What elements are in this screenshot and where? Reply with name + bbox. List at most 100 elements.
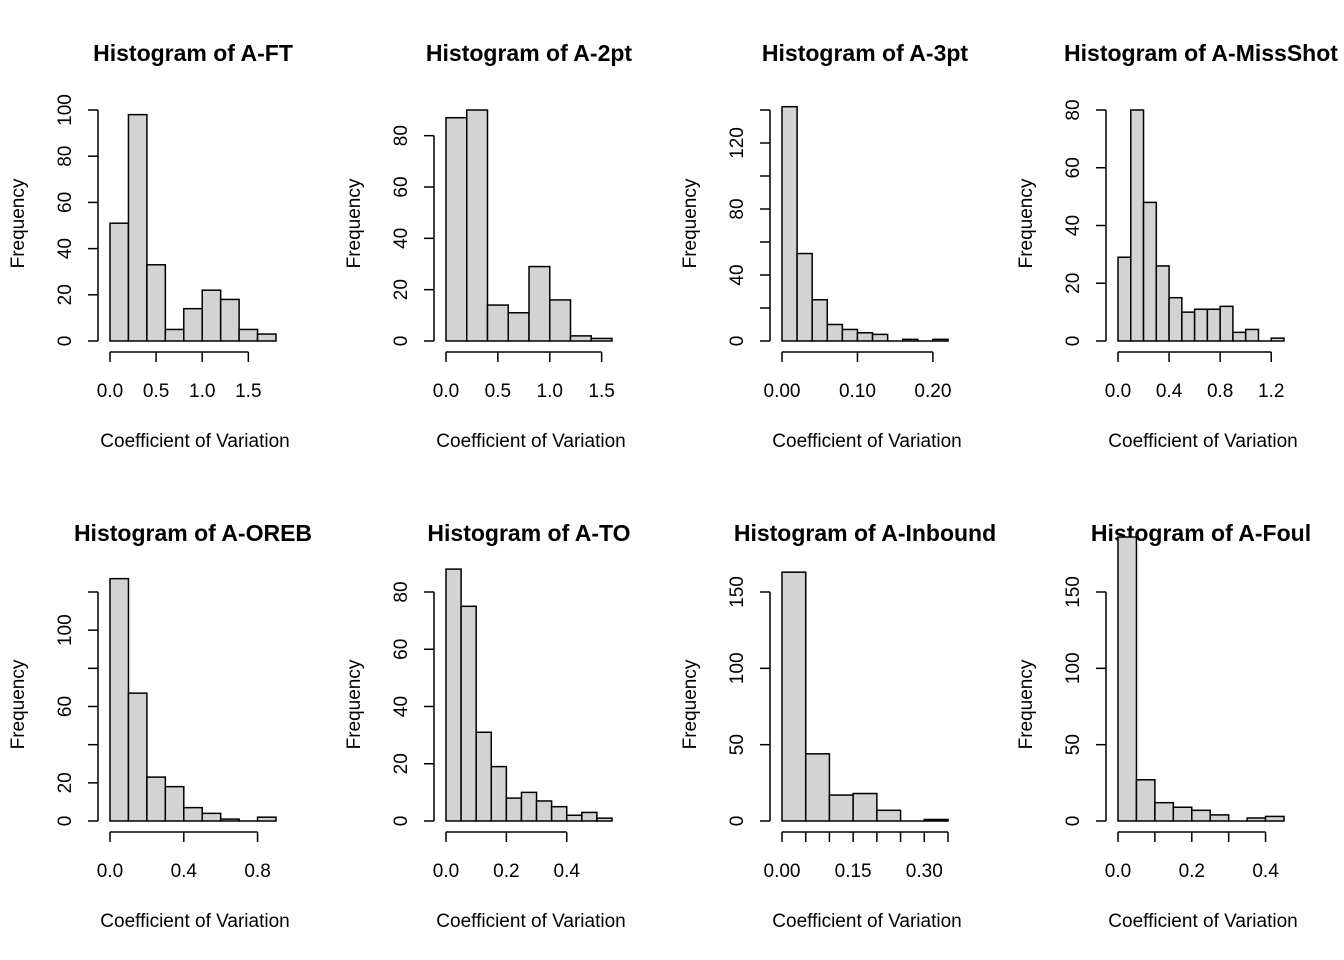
x-tick-label: 0.5 bbox=[485, 381, 511, 402]
histogram-bar bbox=[109, 577, 130, 822]
histogram-panel: Histogram of A-2pt 0.0 0.5 1.0 1.5 0 20 40 60 80 C… bbox=[344, 40, 632, 452]
y-tick-label: 80 bbox=[1063, 99, 1084, 120]
x-tick-label: 0.8 bbox=[244, 861, 270, 882]
histogram-bar bbox=[596, 817, 613, 822]
y-tick-label: 40 bbox=[55, 238, 76, 259]
histogram-bar bbox=[1246, 817, 1267, 822]
histogram-bar bbox=[460, 605, 477, 822]
histogram-bar bbox=[1142, 201, 1158, 342]
y-axis-label: Frequency bbox=[1016, 659, 1037, 749]
histogram-bar bbox=[781, 105, 798, 342]
y-tick-label: 0 bbox=[727, 816, 748, 827]
y-tick-label: 80 bbox=[391, 581, 412, 602]
x-tick-label: 0.0 bbox=[97, 861, 123, 882]
x-tick-label: 0.2 bbox=[493, 861, 519, 882]
histogram-bar bbox=[1191, 809, 1211, 822]
histogram-bar bbox=[565, 814, 583, 822]
y-tick-label: 0 bbox=[1063, 816, 1084, 827]
x-tick-label: 1.5 bbox=[588, 381, 614, 402]
x-axis-label: Coefficient of Variation bbox=[436, 431, 625, 452]
y-tick-label: 20 bbox=[391, 279, 412, 300]
y-tick-label: 100 bbox=[1063, 652, 1084, 684]
y-tick-label: 150 bbox=[727, 576, 748, 608]
x-tick-label: 0.0 bbox=[433, 381, 459, 402]
histogram-bar bbox=[490, 765, 508, 822]
histogram-panel: Histogram of A-Inbound 0.00 0.15 0.30 0 50 100… bbox=[680, 520, 996, 932]
y-tick-label: 100 bbox=[727, 652, 748, 684]
y-tick-label: 40 bbox=[391, 228, 412, 249]
histogram-bar bbox=[1232, 331, 1247, 342]
histogram-bar bbox=[1117, 256, 1132, 342]
y-tick-label: 60 bbox=[1063, 157, 1084, 178]
y-tick-label: 80 bbox=[55, 146, 76, 167]
x-tick-label: 0.10 bbox=[839, 381, 876, 402]
y-tick-label: 60 bbox=[391, 639, 412, 660]
histogram-bar bbox=[1130, 109, 1145, 342]
x-tick-label: 0.20 bbox=[914, 381, 951, 402]
histogram-bar bbox=[1168, 296, 1183, 342]
x-tick-label: 1.2 bbox=[1258, 381, 1284, 402]
y-tick-label: 100 bbox=[55, 614, 76, 646]
histogram-bar bbox=[486, 304, 509, 342]
histogram-bar bbox=[183, 806, 203, 822]
x-axis-label: Coefficient of Variation bbox=[772, 431, 961, 452]
y-tick-label: 100 bbox=[55, 94, 76, 126]
y-tick-label: 60 bbox=[55, 696, 76, 717]
histogram-panel: Histogram of A-3pt 0.00 0.10 0.20 0 40 80 120 Co… bbox=[680, 40, 968, 452]
histogram-bar bbox=[590, 337, 613, 342]
histogram-bar bbox=[164, 785, 185, 822]
x-axis-label: Coefficient of Variation bbox=[772, 911, 961, 932]
x-tick-label: 0.0 bbox=[1105, 381, 1131, 402]
y-tick-label: 0 bbox=[727, 336, 748, 347]
chart-title: Histogram of A-FT bbox=[93, 40, 293, 66]
x-tick-label: 0.5 bbox=[143, 381, 169, 402]
y-tick-label: 60 bbox=[391, 176, 412, 197]
histogram-bar bbox=[256, 816, 277, 822]
x-tick-label: 0.4 bbox=[1252, 861, 1279, 882]
histogram-bar bbox=[164, 328, 185, 342]
histogram-bar bbox=[550, 805, 568, 822]
y-tick-label: 40 bbox=[1063, 215, 1084, 236]
y-tick-label: 50 bbox=[727, 734, 748, 755]
chart-title: Histogram of A-3pt bbox=[762, 40, 968, 66]
histogram-bar bbox=[445, 568, 462, 822]
histogram-bar bbox=[1206, 308, 1221, 342]
x-axis-label: Coefficient of Variation bbox=[100, 911, 289, 932]
histogram-bar bbox=[923, 818, 949, 822]
histogram-bar bbox=[183, 307, 203, 342]
y-tick-label: 50 bbox=[1063, 734, 1084, 755]
histogram-bar bbox=[201, 289, 222, 342]
histogram-bar bbox=[841, 328, 859, 342]
x-tick-label: 1.0 bbox=[189, 381, 215, 402]
x-tick-label: 0.4 bbox=[1156, 381, 1183, 402]
histogram-bar bbox=[528, 265, 551, 342]
y-tick-label: 150 bbox=[1063, 576, 1084, 608]
histogram-bar bbox=[932, 338, 949, 342]
y-axis-label: Frequency bbox=[344, 178, 365, 268]
histogram-bar bbox=[238, 328, 259, 342]
histogram-bar bbox=[109, 222, 130, 342]
histogram-bar bbox=[1135, 779, 1156, 822]
y-tick-label: 80 bbox=[391, 125, 412, 146]
histogram-bar bbox=[871, 333, 889, 342]
histogram-bar bbox=[569, 335, 592, 342]
histogram-bar bbox=[475, 731, 493, 822]
x-tick-label: 1.5 bbox=[235, 381, 261, 402]
chart-title: Histogram of A-Inbound bbox=[734, 520, 996, 546]
histogram-bar bbox=[127, 113, 148, 342]
y-axis-label: Frequency bbox=[8, 659, 29, 749]
histogram-bar bbox=[856, 332, 874, 342]
y-axis-label: Frequency bbox=[1016, 178, 1037, 268]
y-tick-label: 20 bbox=[1063, 273, 1084, 294]
x-tick-label: 0.4 bbox=[554, 861, 581, 882]
histogram-bar bbox=[876, 809, 902, 822]
histogram-bar bbox=[781, 571, 807, 822]
y-tick-label: 20 bbox=[55, 772, 76, 793]
histogram-panel: Histogram of A-MissShot 0.0 0.4 0.8 1.2 0 20 40… bbox=[1016, 40, 1338, 452]
histogram-bar bbox=[219, 298, 240, 342]
histogram-bar bbox=[1181, 311, 1196, 342]
histogram-bar bbox=[1172, 806, 1193, 822]
chart-title: Histogram of A-TO bbox=[427, 520, 630, 546]
